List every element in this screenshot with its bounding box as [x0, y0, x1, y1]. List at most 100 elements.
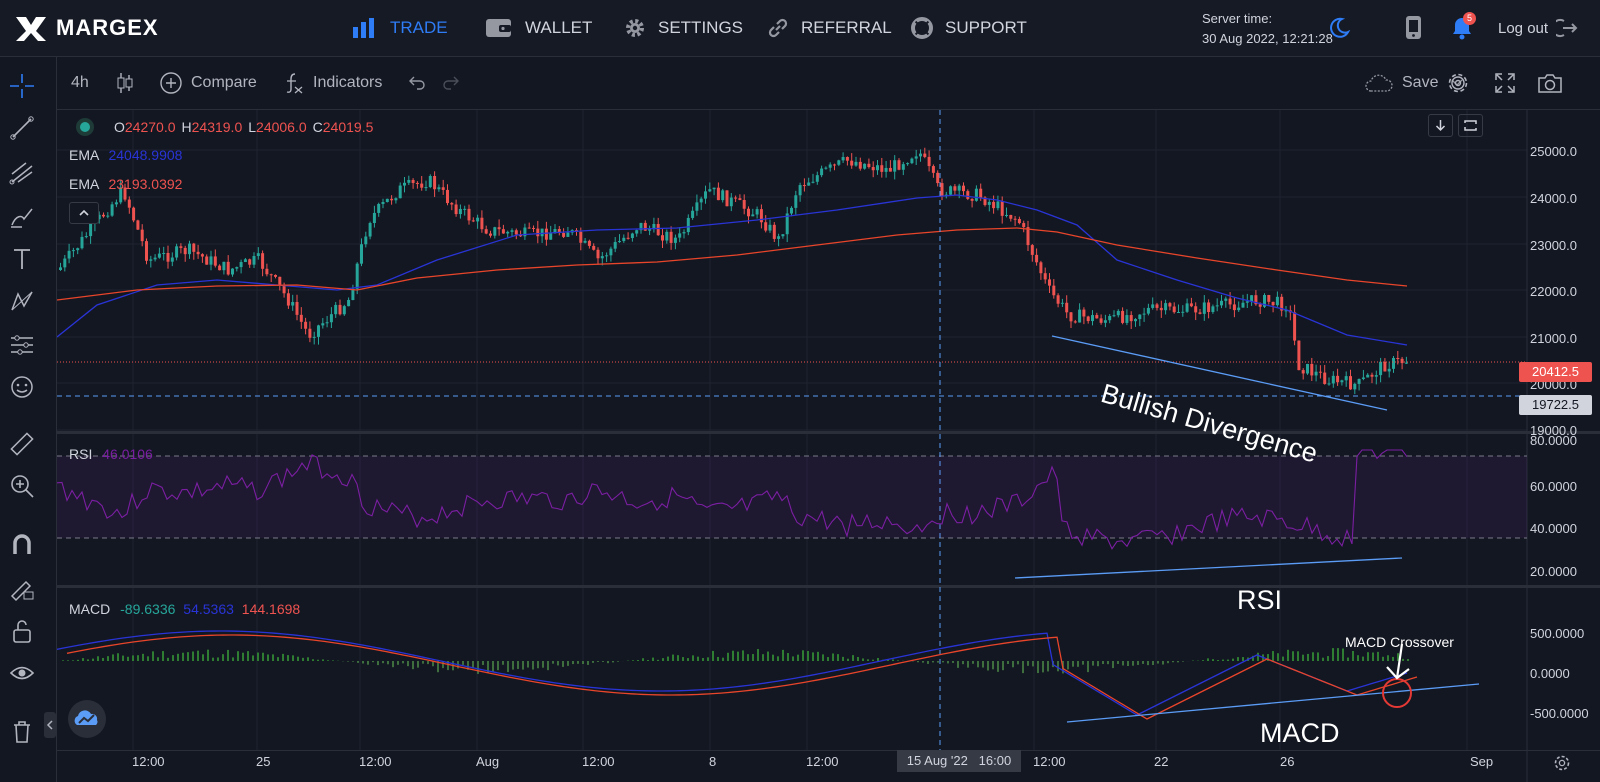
candle-body [299, 314, 303, 322]
nav-wallet[interactable]: WALLET [485, 14, 592, 42]
candle-body [1069, 312, 1073, 322]
macd-histogram-bar [302, 657, 304, 661]
macd-histogram-bar [102, 657, 104, 661]
candle-body [910, 158, 914, 164]
candle-body [759, 209, 763, 223]
macd-histogram-bar [67, 660, 69, 661]
nav-referral[interactable]: REFERRAL [767, 14, 892, 42]
theme-toggle[interactable] [1327, 16, 1351, 45]
tradingview-logo[interactable] [68, 700, 106, 738]
candle-body [923, 153, 927, 157]
candle-body [863, 163, 867, 169]
candle-body [532, 227, 535, 229]
crossover-arrow-icon [1386, 643, 1410, 680]
macd-histogram-bar [152, 651, 154, 661]
macd-histogram-bar [1237, 657, 1239, 661]
candle-body [226, 261, 230, 275]
fullscreen-button[interactable] [1493, 71, 1517, 95]
macd-histogram-bar [797, 654, 799, 661]
mobile-icon [1406, 16, 1421, 39]
price-chart[interactable] [57, 110, 1600, 782]
logout-button[interactable]: Log out [1498, 14, 1590, 42]
redo-button[interactable] [441, 71, 461, 95]
nav-trade[interactable]: TRADE [352, 14, 448, 42]
macd-histogram-bar [352, 661, 354, 662]
rsi-legend[interactable]: RSI 46.0106 [69, 446, 153, 462]
candle-body [691, 210, 695, 218]
candle-body [888, 167, 892, 172]
macd-histogram-bar [1282, 656, 1284, 661]
brush-tool[interactable] [7, 202, 37, 232]
fib-tool[interactable] [7, 157, 37, 187]
mobile-app-button[interactable] [1403, 15, 1425, 46]
macd-histogram-bar [167, 657, 169, 661]
candle-body [179, 246, 183, 248]
snapshot-button[interactable] [1537, 71, 1563, 95]
candle-body [1379, 361, 1383, 376]
chart-settings-button[interactable] [1446, 71, 1470, 95]
indicators-button[interactable]: Indicators [283, 71, 382, 95]
macd-histogram-bar [747, 654, 749, 661]
candle-body [493, 227, 497, 236]
crosshair-tool[interactable] [7, 71, 37, 101]
collapse-toolbar-button[interactable] [44, 712, 56, 738]
candle-body [643, 222, 647, 231]
prediction-tool[interactable] [7, 330, 37, 360]
delete-drawings-tool[interactable] [7, 716, 37, 746]
candle-body [850, 160, 854, 166]
candle-body [1392, 358, 1395, 369]
chart-type-button[interactable] [115, 71, 135, 95]
macd-histogram-bar [772, 654, 774, 661]
candle-body [514, 230, 518, 235]
visibility-tool[interactable] [7, 658, 37, 688]
pattern-tool[interactable] [7, 287, 37, 317]
reset-chart-button[interactable] [1458, 114, 1483, 137]
ohlc-high: 24319.0 [191, 119, 243, 135]
candle-body [596, 249, 600, 259]
price-tick: 25000.0 [1530, 144, 1577, 159]
text-tool[interactable] [7, 244, 37, 274]
divergence-trendline [1051, 335, 1388, 411]
macd-histogram-bar [572, 661, 574, 665]
ema-slow-legend[interactable]: EMA 23193.0392 [69, 176, 182, 192]
scroll-latest-button[interactable] [1428, 114, 1453, 137]
ema-fast-legend[interactable]: EMA 24048.9908 [69, 147, 182, 163]
candle-body [67, 250, 71, 259]
candle-body [871, 167, 875, 171]
pattern-icon [11, 291, 33, 311]
macd-histogram-bar [467, 661, 469, 670]
candle-body [1138, 314, 1142, 320]
macd-histogram-bar [322, 659, 324, 661]
undo-button[interactable] [407, 71, 427, 95]
lock-tool[interactable] [7, 616, 37, 646]
collapse-legend-button[interactable] [69, 202, 99, 224]
macd-histogram-bar [117, 653, 119, 661]
text-icon [14, 249, 30, 269]
candle-body [587, 240, 591, 246]
zoom-tool[interactable] [7, 471, 37, 501]
macd-histogram-bar [997, 661, 999, 672]
candle-body [919, 153, 922, 157]
interval-button[interactable]: 4h [71, 71, 89, 95]
candle-body [609, 248, 613, 256]
magnet-tool[interactable] [7, 529, 37, 559]
nav-settings[interactable]: SETTINGS [624, 14, 743, 42]
stay-drawing-tool[interactable] [7, 573, 37, 603]
icon-tool[interactable] [7, 372, 37, 402]
candle-body [235, 267, 239, 269]
macd-legend[interactable]: MACD -89.6336 54.5363 144.1698 [69, 601, 300, 617]
plus-circle-icon [160, 72, 182, 94]
compare-button[interactable]: Compare [159, 71, 257, 95]
time-axis-settings-button[interactable] [1553, 754, 1571, 777]
measure-tool[interactable] [7, 429, 37, 459]
macd-annotation: MACD [1260, 718, 1340, 748]
candle-body [618, 241, 621, 243]
trend-line-tool[interactable] [7, 113, 37, 143]
notifications-button[interactable]: 5 [1449, 12, 1476, 47]
candle-body [1387, 368, 1391, 372]
candle-body [1404, 362, 1408, 364]
macd-histogram-bar [577, 661, 579, 664]
nav-support[interactable]: SUPPORT [911, 14, 1027, 42]
ema-slow-label: EMA [69, 176, 99, 192]
logo[interactable]: MARGEX [14, 10, 159, 46]
